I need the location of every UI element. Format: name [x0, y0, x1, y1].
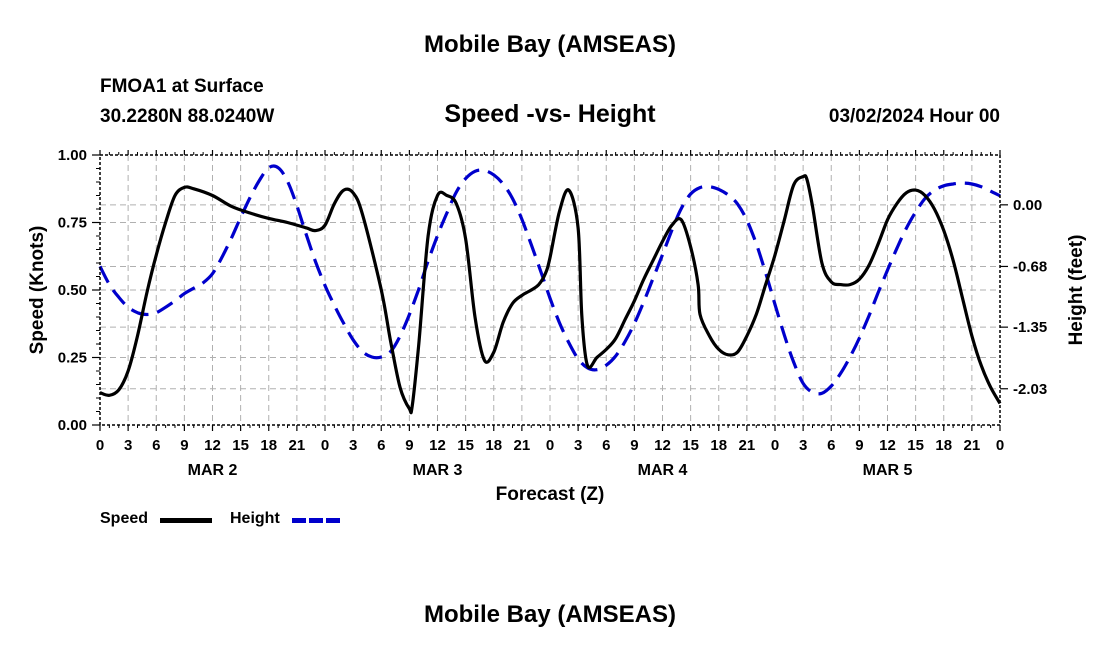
chart-title: Mobile Bay (AMSEAS) — [423, 31, 677, 58]
station-label: FMOA1 at Surface — [100, 76, 264, 97]
x-tick-label: 6 — [377, 437, 385, 454]
y-tick-label: 0.25 — [58, 350, 87, 367]
x-tick-label: 21 — [739, 437, 756, 454]
x-tick-label: 12 — [204, 437, 221, 454]
x-tick-label: 0 — [771, 437, 779, 454]
axes: 0 3 6 9 12 15 18 21 0 3 6 9 12 15 18 21 0 3 6 9 12 15 18 21 0 3 6 9… — [27, 147, 1087, 505]
day-label: MAR 5 — [863, 462, 913, 479]
y-tick-label: 0.75 — [58, 215, 87, 232]
x-tick-label: 0 — [96, 437, 104, 454]
x-tick-label: 15 — [457, 437, 474, 454]
speed-series-line — [99, 174, 1002, 415]
x-tick-label: 3 — [124, 437, 132, 454]
legend-height-label: Height — [230, 510, 280, 527]
x-tick-label: 6 — [152, 437, 160, 454]
x-tick-label: 9 — [180, 437, 188, 454]
coordinates-label: 30.2280N 88.0240W — [100, 106, 275, 127]
day-label: MAR 3 — [413, 462, 463, 479]
y-tick-label: 0.50 — [58, 282, 87, 299]
x-tick-label: 6 — [827, 437, 835, 454]
x-tick-label: 9 — [630, 437, 638, 454]
y2-tick-label: -0.68 — [1013, 258, 1047, 275]
x-tick-label: 6 — [602, 437, 610, 454]
y-tick-label: 0.00 — [58, 417, 87, 434]
height-series-line — [98, 164, 1001, 396]
footer-title: Mobile Bay (AMSEAS) — [423, 601, 677, 628]
legend-speed-swatch — [160, 518, 212, 523]
x-tick-label: 18 — [935, 437, 952, 454]
x-tick-label: 12 — [654, 437, 671, 454]
legend-speed-label: Speed — [100, 510, 149, 527]
x-tick-label: 18 — [710, 437, 727, 454]
legend-height-swatch — [292, 518, 342, 523]
x-axis-title: Forecast (Z) — [496, 484, 605, 505]
chart-subtitle: Speed -vs- Height — [444, 100, 656, 128]
x-tick-label: 18 — [260, 437, 277, 454]
y-axis-title: Speed (Knots) — [27, 226, 48, 355]
day-label: MAR 4 — [638, 462, 688, 479]
datetime-label: 03/02/2024 Hour 00 — [828, 106, 1000, 127]
y-tick-label: 1.00 — [58, 147, 87, 164]
x-tick-label: 0 — [321, 437, 329, 454]
x-tick-label: 3 — [799, 437, 807, 454]
x-tick-label: 15 — [682, 437, 699, 454]
x-tick-label: 9 — [855, 437, 863, 454]
x-tick-label: 12 — [879, 437, 896, 454]
grid — [100, 155, 1000, 425]
x-tick-label: 21 — [964, 437, 981, 454]
x-tick-label: 0 — [546, 437, 554, 454]
x-tick-label: 15 — [907, 437, 924, 454]
x-tick-label: 0 — [996, 437, 1004, 454]
x-tick-label: 9 — [405, 437, 413, 454]
x-tick-label: 3 — [349, 437, 357, 454]
x-tick-label: 21 — [289, 437, 306, 454]
x-tick-label: 21 — [514, 437, 531, 454]
x-tick-label: 15 — [232, 437, 249, 454]
day-label: MAR 2 — [188, 462, 238, 479]
y2-tick-label: -1.35 — [1013, 319, 1047, 336]
y2-axis-title: Height (feet) — [1066, 235, 1087, 346]
y2-tick-label: -2.03 — [1013, 381, 1047, 398]
y2-tick-label: 0.00 — [1013, 197, 1042, 214]
x-tick-label: 12 — [429, 437, 446, 454]
series-group — [98, 164, 1002, 415]
x-tick-label: 18 — [485, 437, 502, 454]
x-tick-label: 3 — [574, 437, 582, 454]
